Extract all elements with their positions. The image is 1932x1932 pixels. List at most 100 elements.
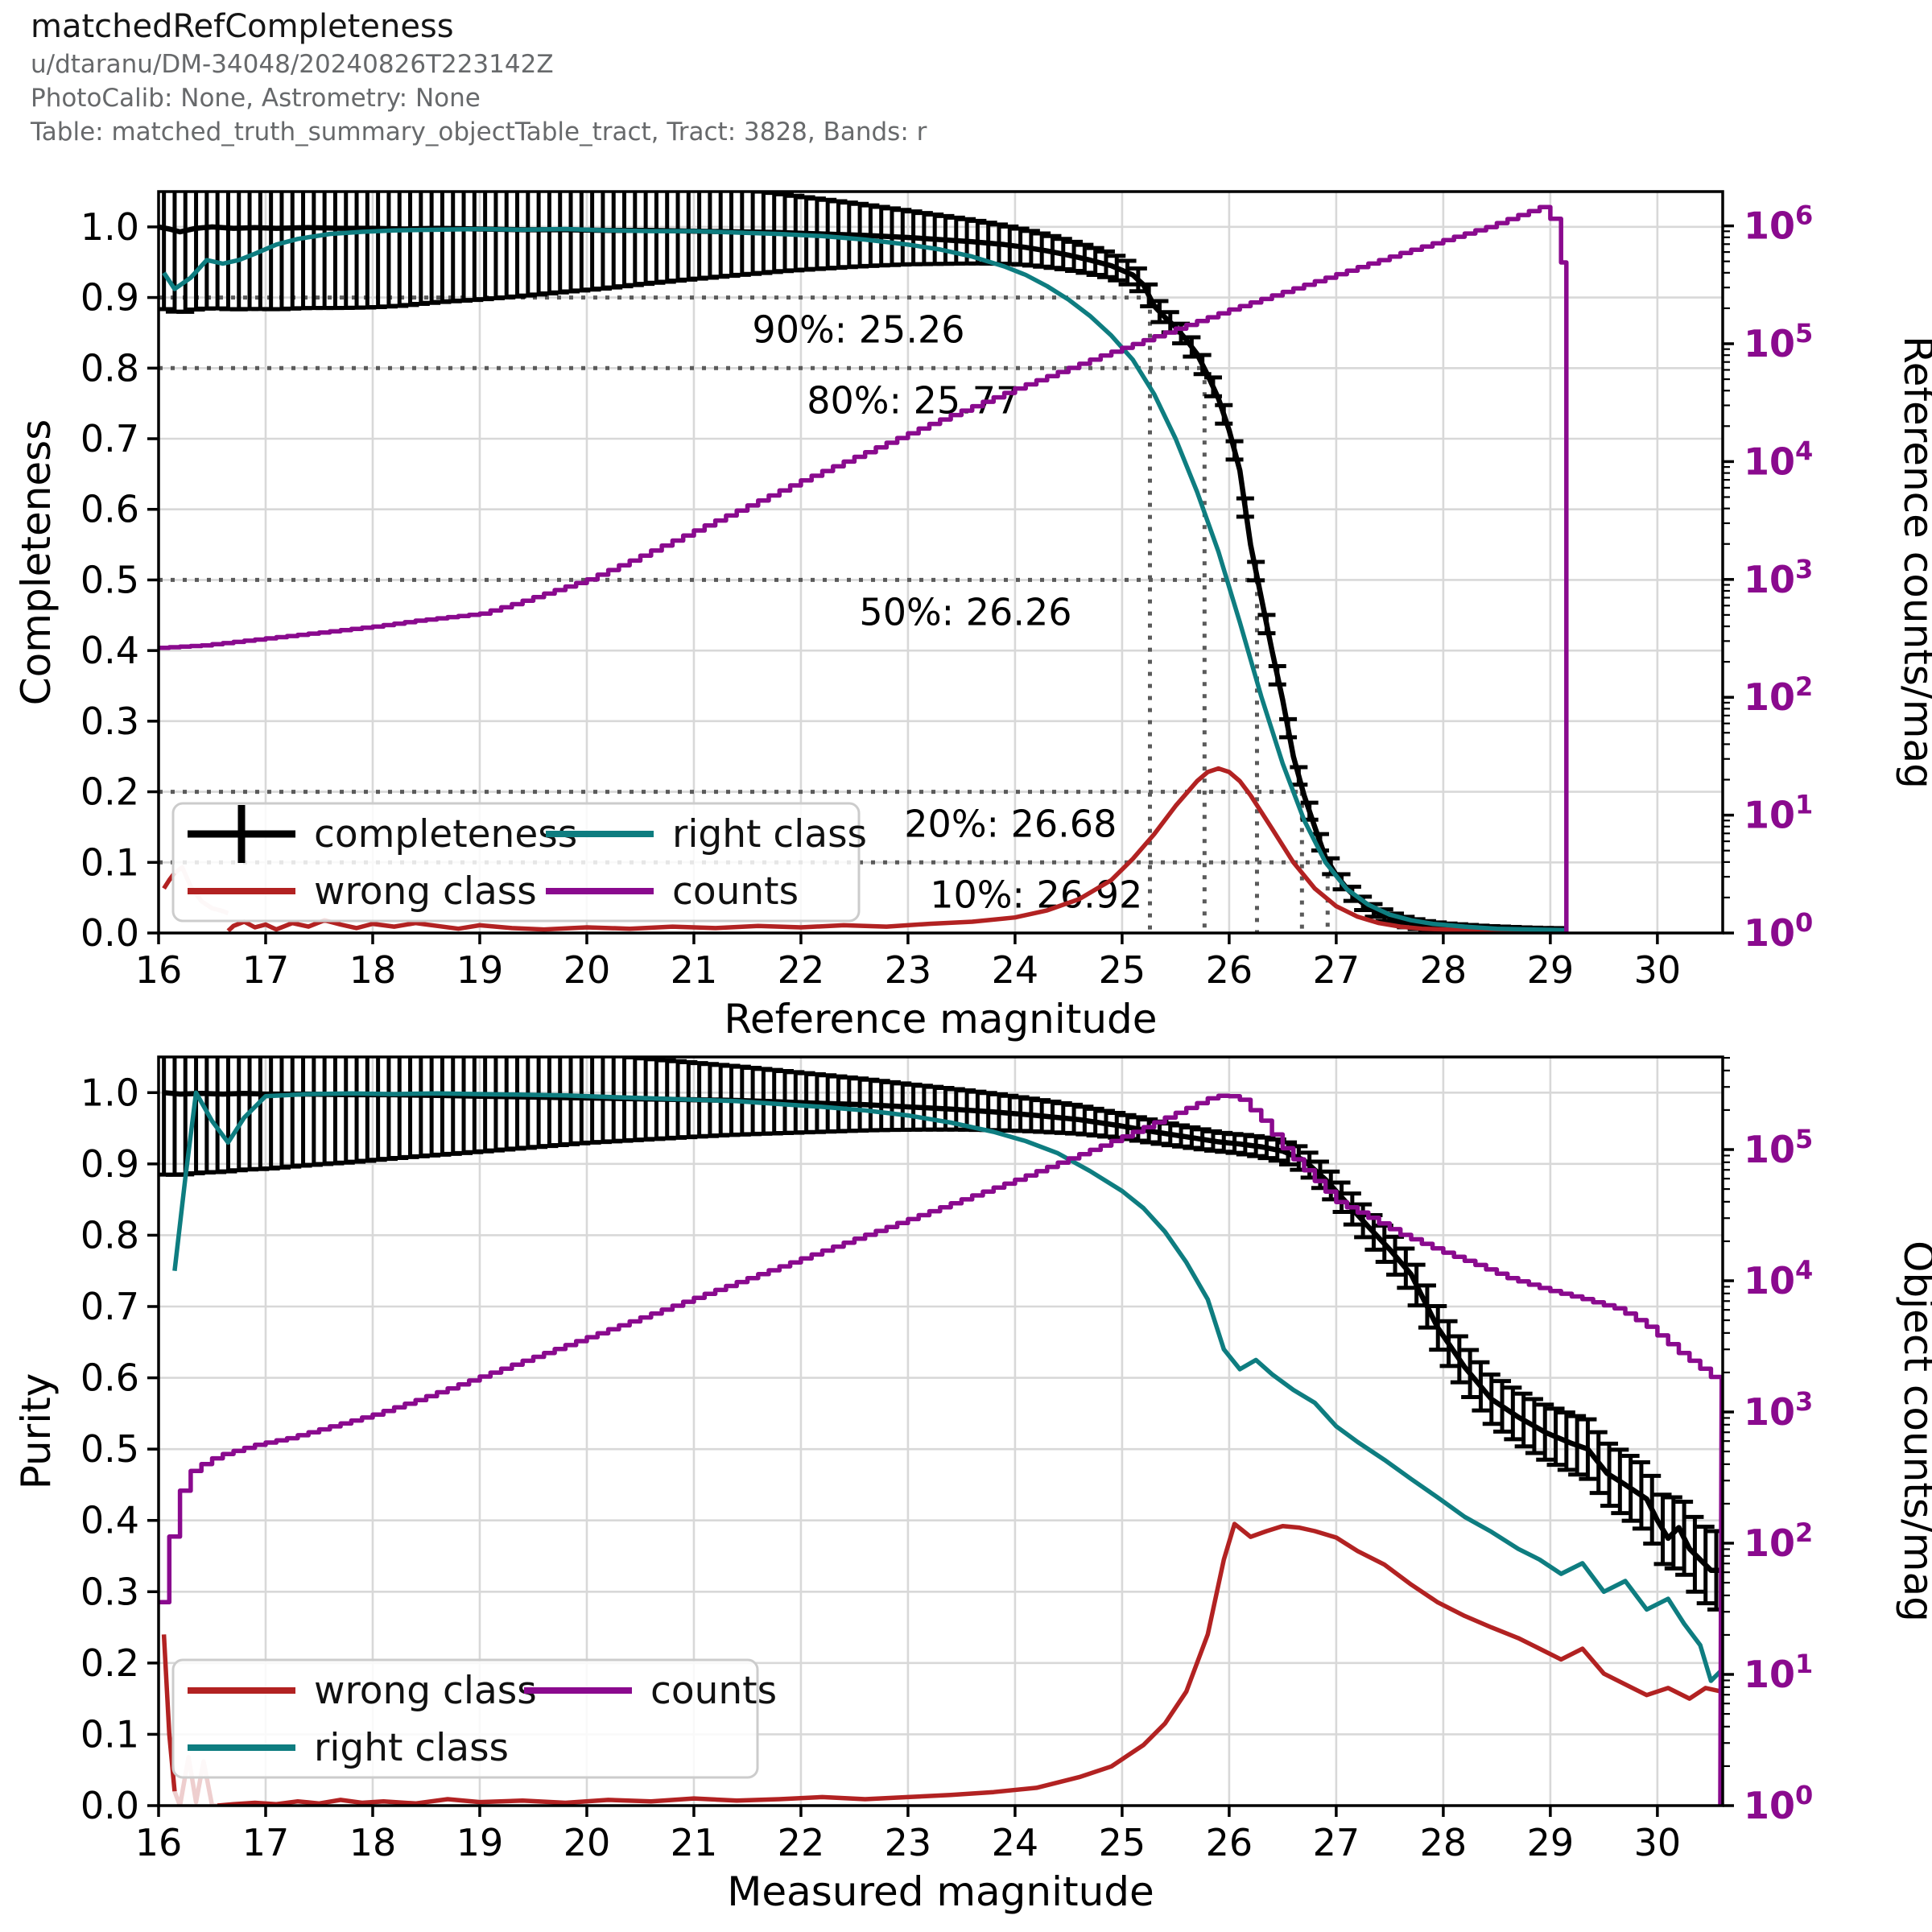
bottom-right-axis: 100 101 102 103 104 105 Object counts/mag — [1723, 1056, 1932, 1827]
x-tick-label: 24 — [992, 1821, 1039, 1864]
x-axis-label: Reference magnitude — [724, 996, 1157, 1042]
legend-label: wrong class — [314, 1669, 537, 1713]
y-tick-label: 1.0 — [80, 205, 139, 249]
x-tick-label: 21 — [671, 948, 718, 992]
top-grid — [159, 192, 1723, 933]
legend-label: right class — [314, 1726, 509, 1770]
legend-label: counts — [672, 869, 799, 914]
bottom-plot: 16 17 18 19 20 21 22 23 24 25 26 27 28 29 30 Measured m… — [13, 1055, 1932, 1915]
y-tick-label: 0.9 — [80, 276, 139, 320]
figure-header: matchedRefCompleteness u/dtaranu/DM-3404… — [31, 8, 927, 147]
x-tick-label: 17 — [242, 948, 290, 992]
series-counts-line — [159, 1093, 1724, 1806]
y-tick-label: 0.0 — [80, 911, 139, 955]
right-tick-label: 102 — [1744, 1517, 1813, 1565]
series-wrong-class-line — [217, 1521, 1723, 1806]
figure-title: matchedRefCompleteness — [31, 8, 454, 45]
x-tick-label: 30 — [1634, 948, 1682, 992]
figure-run-id: u/dtaranu/DM-34048/20240826T223142Z — [31, 50, 554, 79]
y-axis-label: Completeness — [13, 419, 60, 706]
bottom-y-axis: 0.0 0.1 0.2 0.3 0.4 0.5 0.6 0.7 0.8 0.9 1.0 Purity — [13, 1071, 159, 1827]
x-tick-label: 18 — [349, 1821, 397, 1864]
y-tick-label: 0.2 — [80, 770, 139, 814]
bottom-series — [158, 1056, 1724, 1806]
x-tick-label: 27 — [1313, 1821, 1360, 1864]
legend-box — [171, 802, 861, 923]
y-tick-label: 0.7 — [80, 417, 139, 460]
x-tick-label: 22 — [778, 948, 825, 992]
y-tick-label: 0.9 — [80, 1142, 139, 1186]
series-completeness-errorbars — [158, 191, 1565, 934]
bottom-x-axis: 16 17 18 19 20 21 22 23 24 25 26 27 28 29 30 Measured m… — [135, 1806, 1681, 1915]
top-x-axis: 16 17 18 19 20 21 22 23 24 25 26 27 28 29 30 Reference … — [135, 933, 1681, 1042]
x-tick-label: 19 — [456, 1821, 504, 1864]
series-counts-line — [159, 204, 1569, 933]
x-tick-label: 27 — [1313, 948, 1360, 992]
x-tick-label: 28 — [1420, 948, 1468, 992]
right-axis-label: Reference counts/mag — [1895, 336, 1932, 789]
y-tick-label: 0.5 — [80, 558, 139, 601]
right-tick-label: 103 — [1744, 554, 1813, 601]
series-purity-errorbars — [158, 1056, 1724, 1612]
y-tick-label: 0.8 — [80, 1213, 139, 1257]
right-tick-label: 104 — [1744, 1255, 1813, 1302]
x-tick-label: 24 — [992, 948, 1039, 992]
x-tick-label: 20 — [564, 1821, 611, 1864]
threshold-label: 90%: 25.26 — [752, 308, 964, 352]
right-tick-label: 100 — [1744, 1780, 1813, 1827]
x-tick-label: 22 — [778, 1821, 825, 1864]
y-tick-label: 0.5 — [80, 1427, 139, 1471]
series-right-class-line — [162, 226, 1567, 933]
y-tick-label: 0.3 — [80, 700, 139, 743]
right-tick-label: 105 — [1744, 1124, 1813, 1171]
x-tick-label: 17 — [242, 1821, 290, 1864]
right-tick-label: 100 — [1744, 907, 1813, 955]
x-tick-label: 25 — [1099, 948, 1146, 992]
x-tick-label: 29 — [1527, 1821, 1575, 1864]
top-series — [158, 191, 1569, 934]
legend-label: counts — [650, 1669, 777, 1713]
series-wrong-class-line — [226, 766, 1567, 934]
legend-label: right class — [672, 812, 867, 857]
y-tick-label: 0.7 — [80, 1285, 139, 1328]
x-tick-label: 26 — [1206, 1821, 1253, 1864]
threshold-label: 20%: 26.68 — [904, 803, 1117, 846]
right-tick-label: 103 — [1744, 1386, 1813, 1434]
x-tick-label: 25 — [1099, 1821, 1146, 1864]
y-tick-label: 0.4 — [80, 629, 139, 672]
x-tick-label: 20 — [564, 948, 611, 992]
series-right-class-line — [172, 1090, 1724, 1683]
top-right-axis: 100 101 102 103 104 105 106 Reference counts/ma… — [1723, 200, 1932, 955]
right-tick-label: 101 — [1744, 790, 1813, 837]
figure-calib-info: PhotoCalib: None, Astrometry: None — [31, 84, 481, 113]
right-tick-label: 105 — [1744, 318, 1813, 365]
x-tick-label: 30 — [1634, 1821, 1682, 1864]
x-tick-label: 23 — [885, 948, 932, 992]
bottom-legend: wrong class right class counts — [171, 1658, 777, 1779]
threshold-label: 50%: 26.26 — [859, 590, 1071, 634]
right-tick-label: 101 — [1744, 1649, 1813, 1696]
y-tick-label: 1.0 — [80, 1071, 139, 1114]
plot-border — [157, 190, 1724, 935]
y-tick-label: 0.1 — [80, 840, 139, 884]
legend-label: wrong class — [314, 869, 537, 914]
right-axis-label: Object counts/mag — [1895, 1241, 1932, 1622]
y-axis-label: Purity — [13, 1373, 60, 1490]
y-tick-label: 0.0 — [80, 1784, 139, 1827]
right-tick-label: 106 — [1744, 200, 1813, 248]
x-tick-label: 18 — [349, 948, 397, 992]
y-tick-label: 0.6 — [80, 488, 139, 531]
y-tick-label: 0.3 — [80, 1570, 139, 1613]
x-tick-label: 23 — [885, 1821, 932, 1864]
figure-table-info: Table: matched_truth_summary_objectTable… — [31, 118, 927, 147]
y-tick-label: 0.6 — [80, 1356, 139, 1400]
series-wrong-class-start-line — [161, 1634, 177, 1792]
x-tick-label: 29 — [1527, 948, 1575, 992]
top-y-axis: 0.0 0.1 0.2 0.3 0.4 0.5 0.6 0.7 0.8 0.9 1.0 Complet… — [13, 205, 159, 955]
legend-label: completeness — [314, 812, 577, 857]
y-tick-label: 0.1 — [80, 1712, 139, 1756]
y-tick-label: 0.2 — [80, 1641, 139, 1685]
y-tick-label: 0.4 — [80, 1499, 139, 1542]
